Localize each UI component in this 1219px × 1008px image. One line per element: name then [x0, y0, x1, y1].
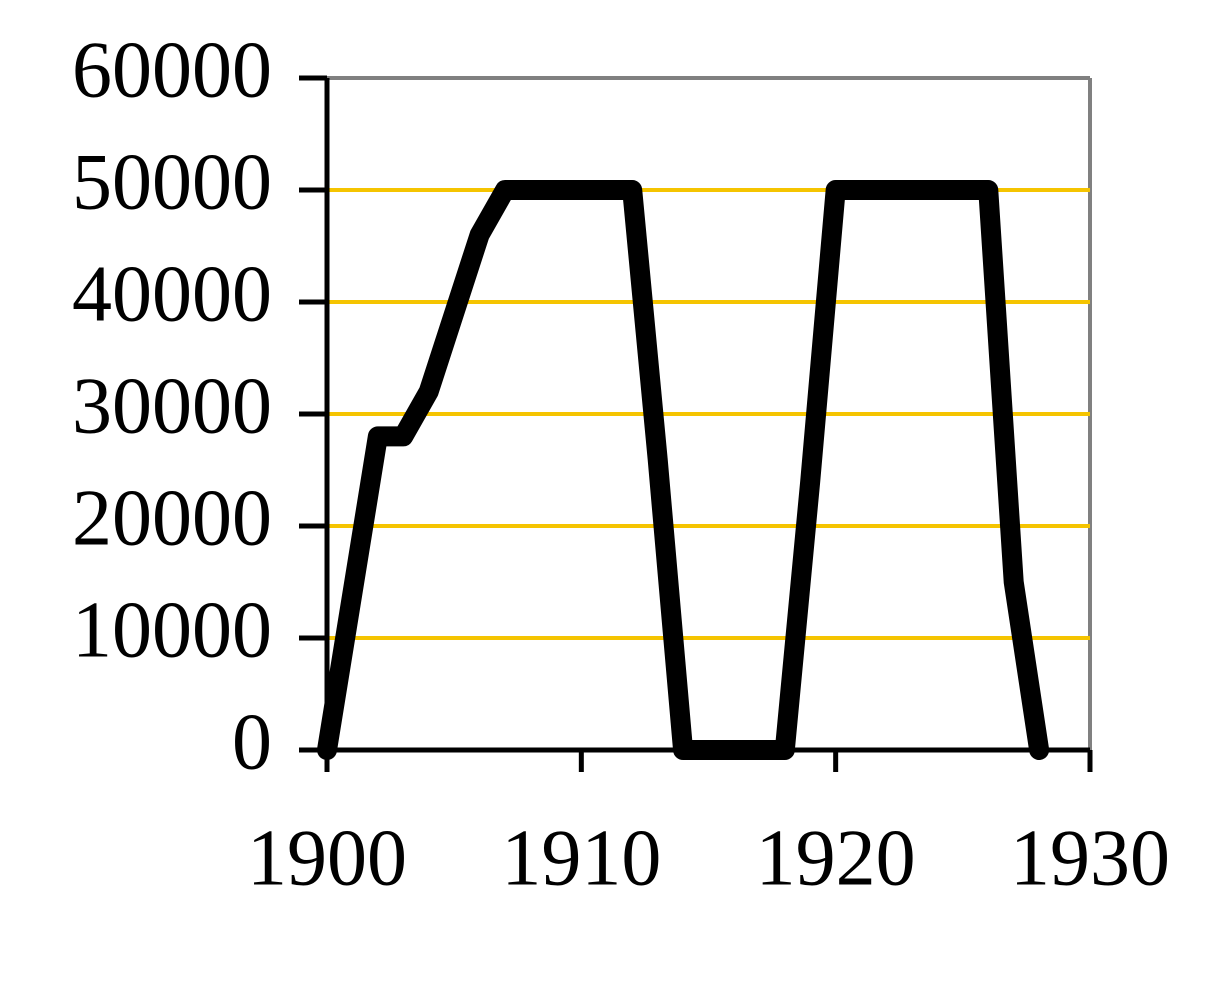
y-tick-label: 50000: [72, 138, 272, 226]
x-tick-label: 1910: [501, 814, 661, 902]
x-tick-label: 1930: [1010, 814, 1170, 902]
x-tick-label: 1920: [756, 814, 916, 902]
y-tick-label: 40000: [72, 250, 272, 338]
y-tick-label: 30000: [72, 362, 272, 450]
x-tick-label: 1900: [247, 814, 407, 902]
y-tick-label: 60000: [72, 26, 272, 114]
data-line: [317, 180, 1050, 760]
y-tick-label: 0: [232, 698, 272, 786]
y-tick-label: 20000: [72, 474, 272, 562]
y-tick-label: 10000: [72, 586, 272, 674]
